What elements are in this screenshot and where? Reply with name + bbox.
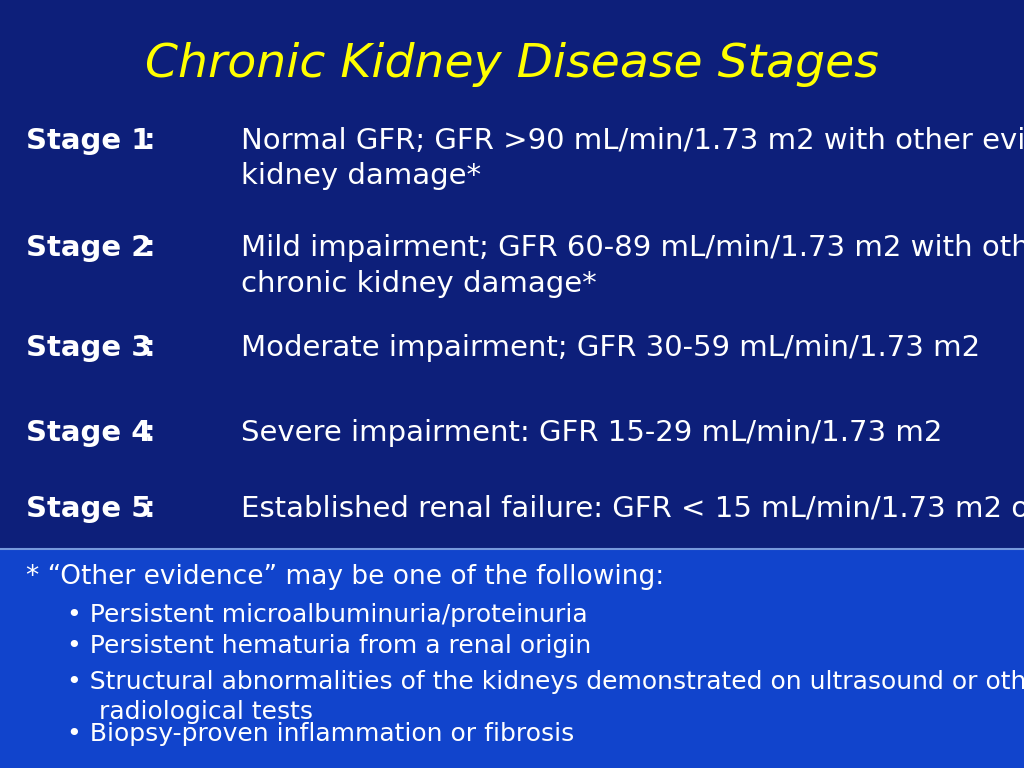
Text: Normal GFR; GFR >90 mL/min/1.73 m2 with other evidence of chronic
kidney damage*: Normal GFR; GFR >90 mL/min/1.73 m2 with … xyxy=(241,127,1024,190)
Text: • Persistent hematuria from a renal origin: • Persistent hematuria from a renal orig… xyxy=(67,634,591,657)
Text: Moderate impairment; GFR 30-59 mL/min/1.73 m2: Moderate impairment; GFR 30-59 mL/min/1.… xyxy=(241,334,980,362)
Bar xyxy=(0,549,1024,768)
Text: • Structural abnormalities of the kidneys demonstrated on ultrasound or other
  : • Structural abnormalities of the kidney… xyxy=(67,670,1024,724)
Text: * “Other evidence” may be one of the following:: * “Other evidence” may be one of the fol… xyxy=(26,564,664,591)
Text: Stage 5: Stage 5 xyxy=(26,495,151,523)
Text: • Biopsy-proven inflammation or fibrosis: • Biopsy-proven inflammation or fibrosis xyxy=(67,722,573,746)
Text: :: : xyxy=(143,234,155,262)
Text: :: : xyxy=(143,334,155,362)
Text: Chronic Kidney Disease Stages: Chronic Kidney Disease Stages xyxy=(145,42,879,88)
Text: Stage 2: Stage 2 xyxy=(26,234,151,262)
Text: Severe impairment: GFR 15-29 mL/min/1.73 m2: Severe impairment: GFR 15-29 mL/min/1.73… xyxy=(241,419,942,446)
Text: Stage 3: Stage 3 xyxy=(26,334,152,362)
Text: :: : xyxy=(143,495,155,523)
Text: Stage 1: Stage 1 xyxy=(26,127,152,154)
Text: Established renal failure: GFR < 15 mL/min/1.73 m2 or on dialysis: Established renal failure: GFR < 15 mL/m… xyxy=(241,495,1024,523)
Text: :: : xyxy=(143,127,155,154)
Text: :: : xyxy=(143,419,155,446)
Bar xyxy=(0,0,1024,549)
Text: Stage 4: Stage 4 xyxy=(26,419,152,446)
Text: Mild impairment; GFR 60-89 mL/min/1.73 m2 with other evidence of
chronic kidney : Mild impairment; GFR 60-89 mL/min/1.73 m… xyxy=(241,234,1024,298)
Text: • Persistent microalbuminuria/proteinuria: • Persistent microalbuminuria/proteinuri… xyxy=(67,603,587,627)
